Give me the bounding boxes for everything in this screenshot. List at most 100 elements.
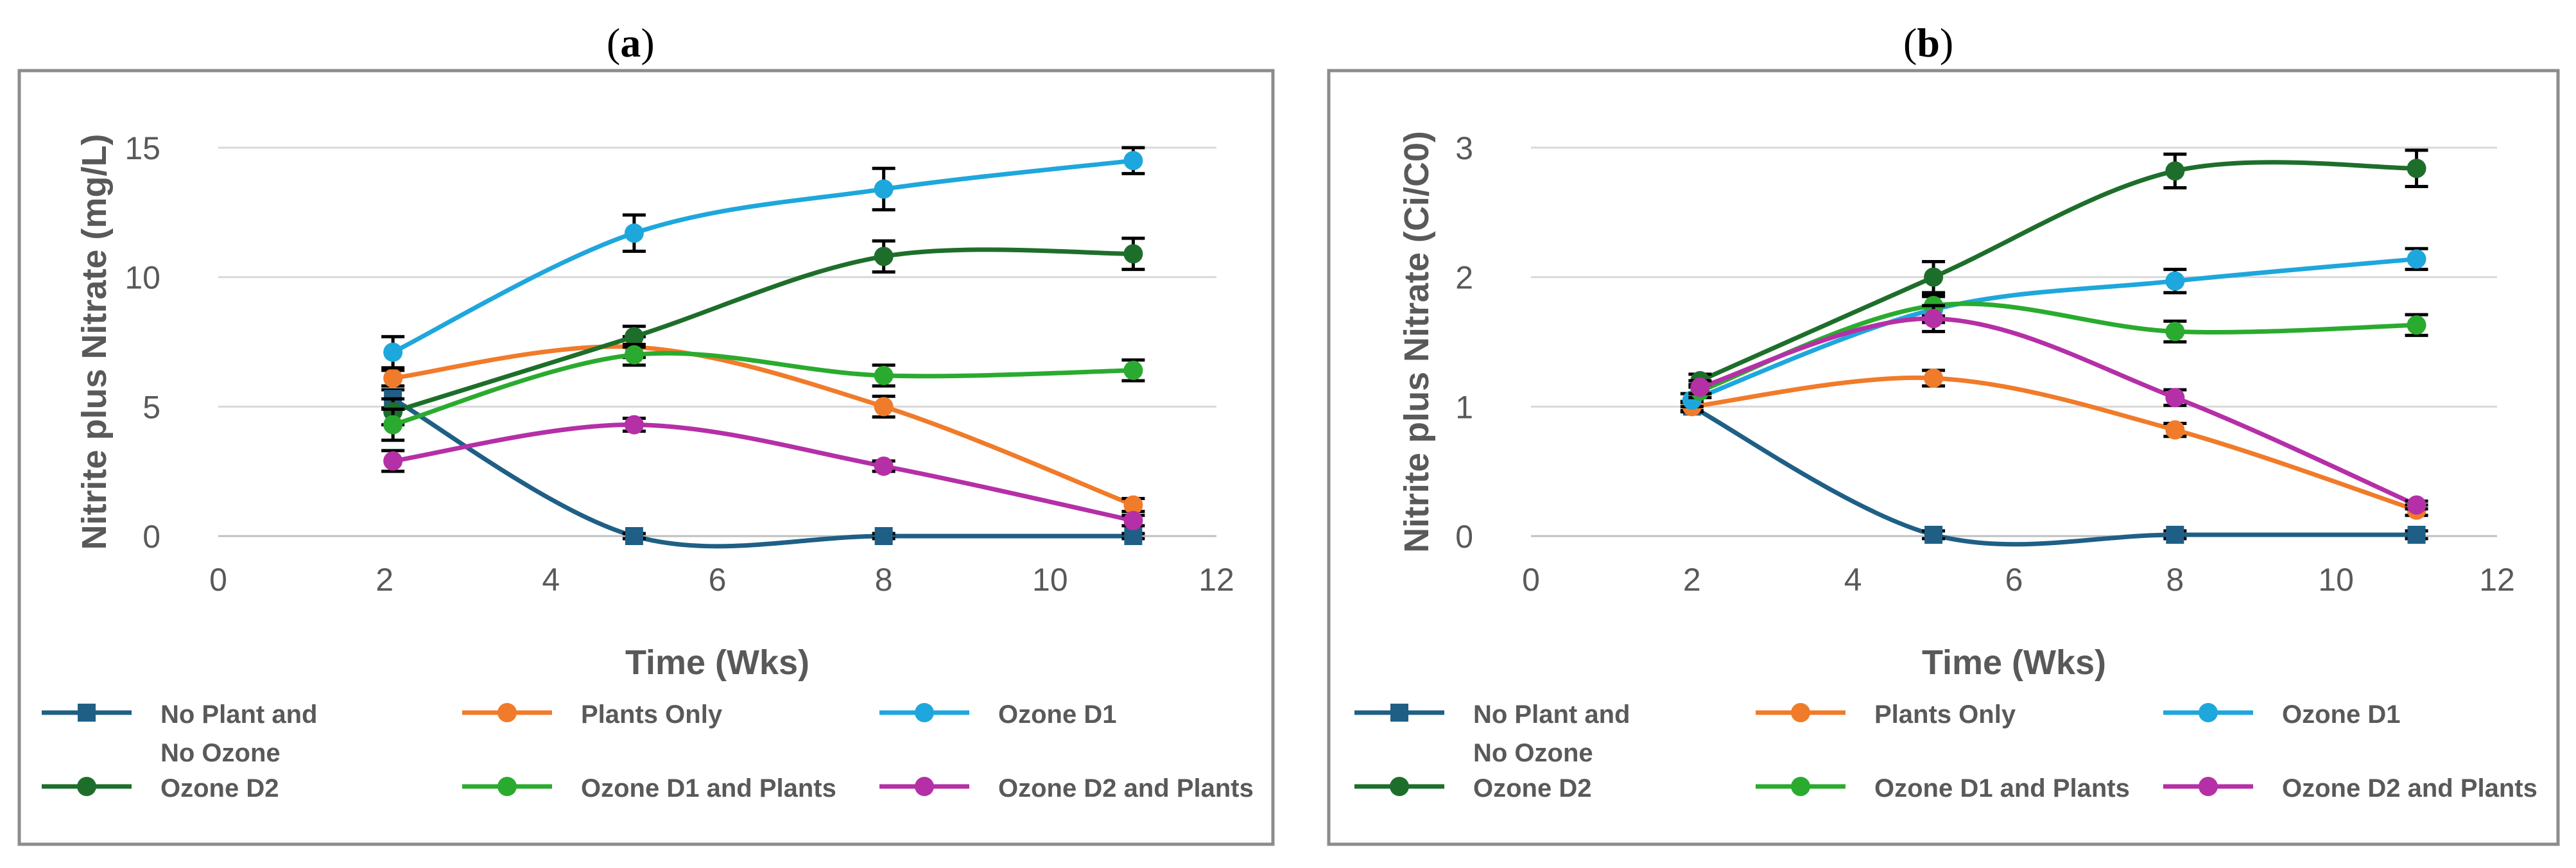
legend-marker [1390, 777, 1409, 796]
x-tick-label: 0 [1522, 562, 1540, 598]
data-point [1123, 495, 1143, 515]
y-tick-label: 1 [1455, 389, 1473, 425]
legend-label: Ozone D1 and Plants [581, 774, 836, 803]
y-tick-label: 3 [1455, 130, 1473, 166]
data-point [2407, 159, 2426, 178]
data-point [2166, 525, 2184, 544]
series-line [392, 422, 1134, 523]
x-tick-label: 0 [209, 562, 227, 598]
data-point [2165, 271, 2185, 291]
x-tick-label: 8 [2166, 562, 2184, 598]
data-point [2165, 388, 2185, 408]
panel-b-letter: b [1917, 20, 1940, 65]
series-line [392, 247, 1134, 414]
y-tick-label: 2 [1455, 260, 1473, 296]
x-tick-label: 2 [1683, 562, 1701, 598]
data-point [2407, 495, 2426, 515]
x-axis-title: Time (Wks) [1922, 643, 2106, 682]
data-point [1123, 360, 1143, 380]
x-tick-label: 12 [1198, 562, 1234, 598]
data-point [1123, 244, 1143, 264]
data-point [874, 365, 894, 385]
series-line [1699, 160, 2417, 383]
y-tick-label: 0 [143, 519, 160, 555]
legend-label: Ozone D2 [160, 774, 279, 803]
panel-a-letter: a [620, 20, 641, 65]
data-point [1690, 378, 1710, 397]
legend-marker [1390, 704, 1408, 722]
legend-marker [915, 703, 934, 722]
x-tick-label: 12 [2479, 562, 2515, 598]
series-line [1691, 404, 2417, 547]
y-axis-title: Nitrite plus Nitrate (Ci/C0) [1397, 131, 1436, 553]
x-tick-label: 6 [709, 562, 727, 598]
legend-marker [77, 777, 96, 796]
series-line [392, 351, 1134, 427]
data-point [1924, 309, 1944, 329]
legend-marker [2199, 703, 2218, 722]
y-axis-title: Nitrite plus Nitrate (mg/L) [75, 134, 114, 550]
y-tick-label: 10 [125, 260, 160, 296]
x-axis-title: Time (Wks) [625, 643, 809, 682]
series-line [1699, 316, 2418, 507]
y-tick-label: 0 [1455, 519, 1473, 555]
legend-marker [2199, 777, 2218, 796]
legend-label: Plants Only [581, 700, 723, 729]
chart-panel-a: 0 5 10 15 0 2 4 6 8 10 12 Time (Wks) Nitrite plus Ni… [17, 69, 1275, 846]
data-point [624, 415, 644, 435]
legend-marker [1791, 777, 1810, 796]
series-line [392, 397, 1134, 549]
data-point [2407, 525, 2426, 544]
panel-a-label: (a) [607, 20, 655, 65]
data-point [625, 527, 643, 545]
legend-label: Ozone D1 [998, 700, 1116, 729]
data-point [624, 345, 644, 365]
x-tick-label: 10 [1032, 562, 1068, 598]
x-tick-label: 6 [2005, 562, 2023, 598]
data-point [1123, 510, 1143, 530]
y-tick-label: 5 [143, 389, 160, 425]
data-point [624, 327, 644, 347]
legend-label: Plants Only [1874, 700, 2016, 729]
legend-label: No Plant and [160, 700, 317, 729]
chart-frame [17, 69, 1275, 846]
legend-label: No Plant and [1473, 700, 1630, 729]
series-line [1691, 256, 2417, 403]
data-point [2165, 161, 2185, 181]
legend-label: No Ozone [1473, 739, 1593, 767]
legend-label: Ozone D2 and Plants [2282, 774, 2537, 803]
data-point [2407, 249, 2426, 269]
x-tick-label: 2 [376, 562, 393, 598]
data-point [1123, 151, 1143, 171]
legend-marker [1791, 703, 1810, 722]
data-point [383, 342, 403, 362]
data-point [2165, 322, 2185, 342]
legend-marker [497, 703, 517, 722]
data-point [1924, 368, 1944, 388]
legend-marker [78, 704, 96, 722]
legend-label: Ozone D1 [2282, 700, 2400, 729]
legend-label: Ozone D2 [1473, 774, 1591, 803]
data-point [624, 223, 644, 243]
data-point [874, 527, 893, 545]
legend-label: Ozone D1 and Plants [1874, 774, 2130, 803]
data-point [1924, 267, 1944, 287]
legend-label: No Ozone [160, 739, 281, 767]
series-line [392, 344, 1134, 507]
panel-b-label: (b) [1903, 20, 1954, 65]
series-line [392, 158, 1134, 354]
data-point [383, 415, 403, 435]
x-tick-label: 8 [875, 562, 893, 598]
data-point [383, 368, 403, 388]
x-tick-label: 10 [2318, 562, 2354, 598]
y-tick-label: 15 [125, 130, 160, 166]
data-point [2165, 420, 2185, 440]
data-point [1924, 525, 1943, 544]
data-point [2407, 315, 2426, 335]
x-tick-label: 4 [1844, 562, 1862, 598]
data-point [874, 456, 894, 476]
series-line [1691, 375, 2417, 512]
legend-marker [915, 777, 934, 796]
